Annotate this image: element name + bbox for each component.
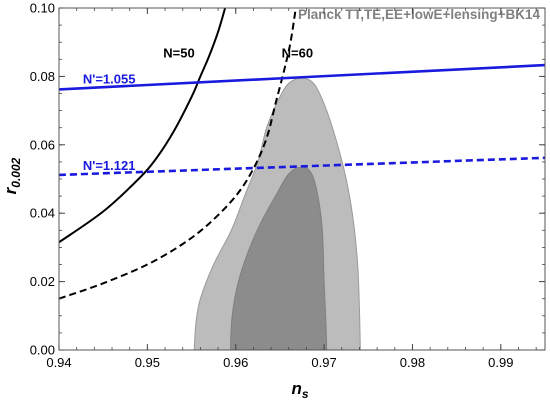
x-axis-ticks: 0.94 0.95 0.96 0.97 0.98 0.99: [46, 8, 537, 370]
y-tick-label: 0.00: [30, 343, 55, 358]
x-tick-label: 0.95: [135, 355, 160, 370]
y-axis-label: r0.002: [1, 157, 23, 194]
y-axis-ticks: 0.00 0.02 0.04 0.06 0.08 0.10: [30, 1, 545, 358]
x-tick-label: 0.98: [400, 355, 425, 370]
x-tick-label: 0.94: [46, 355, 71, 370]
y-tick-label: 0.02: [30, 274, 55, 289]
series-label-1: N=60: [282, 46, 313, 61]
contour-inner: [229, 166, 328, 350]
x-tick-label: 0.97: [311, 355, 336, 370]
series-line-3: [59, 156, 545, 177]
y-tick-label: 0.08: [30, 69, 55, 84]
y-axis-label-sub: 0.002: [9, 157, 23, 187]
y-tick-label: 0.10: [30, 1, 55, 16]
y-tick-label: 0.06: [30, 137, 55, 152]
y-tick-label: 0.04: [30, 206, 55, 221]
series-label-0: N=50: [163, 46, 194, 61]
credible-region-contours: [193, 77, 361, 350]
series-line-0: [59, 8, 227, 244]
y-axis-label-main: r: [1, 186, 20, 194]
x-axis-label-main: n: [291, 379, 301, 398]
x-tick-label: 0.99: [488, 355, 513, 370]
curve-labels: N=50 N=60 N'=1.055 N'=1.121: [83, 46, 313, 173]
x-axis-label: ns: [291, 379, 308, 401]
dataset-label: Planck TT,TE,EE+lowE+lensing+BK14: [298, 7, 540, 22]
series-line-2: [59, 63, 545, 91]
series-label-2: N'=1.055: [83, 72, 136, 87]
model-curves: [59, 8, 545, 300]
x-tick-label: 0.96: [223, 355, 248, 370]
series-line-1: [59, 8, 297, 300]
x-axis-label-sub: s: [302, 387, 309, 401]
series-label-3: N'=1.121: [83, 158, 136, 173]
